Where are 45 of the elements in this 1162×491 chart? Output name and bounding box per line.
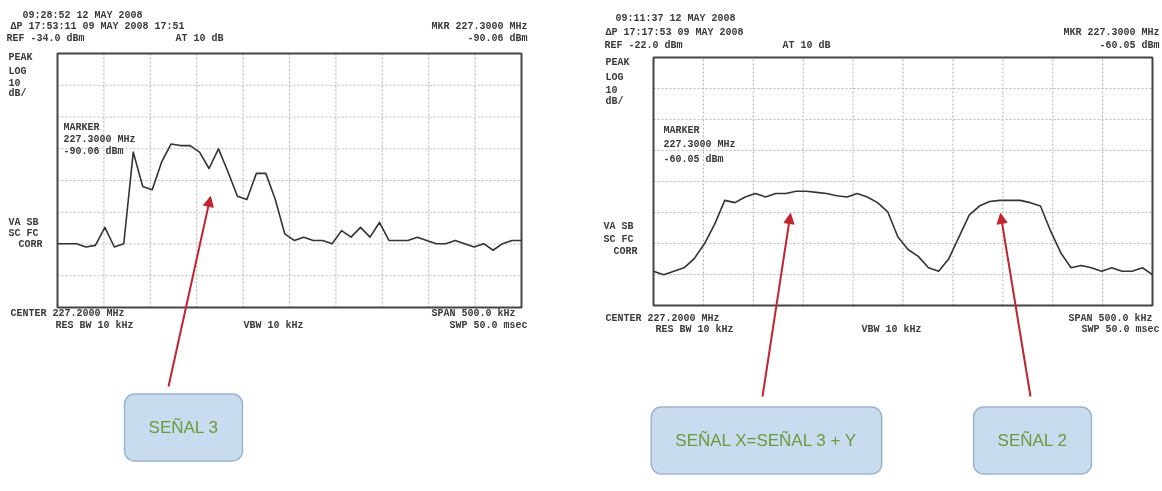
text: RES BW 10 kHz: [55, 320, 134, 331]
text: AT 10 dB: [782, 40, 831, 51]
text: SC FC: [8, 228, 39, 239]
text: dB/: [605, 96, 624, 107]
text: 09:28:52 12 MAY 2008: [22, 10, 143, 21]
text: CENTER 227.2000 MHz: [605, 313, 720, 324]
text: PEAK: [605, 57, 630, 68]
text: VBW 10 kHz: [243, 320, 304, 331]
text: MKR 227.3000 MHz: [1063, 27, 1160, 38]
text: MARKER: [63, 122, 100, 133]
text: 227.3000 MHz: [663, 139, 736, 150]
text: -60.05 dBm: [663, 154, 724, 165]
text: SPAN 500.0 kHz: [1068, 313, 1153, 324]
text: CORR: [18, 239, 43, 250]
text: REF -34.0 dBm: [6, 33, 85, 44]
text: SC FC: [603, 234, 634, 245]
text: CORR: [613, 246, 638, 257]
text: MARKER: [663, 125, 700, 136]
annotation: -90.06 dBm: [63, 146, 124, 157]
text: ΔP 17:17:53 09 MAY 2008: [605, 27, 744, 38]
text: 10: [605, 85, 618, 96]
text: -90.06 dBm: [467, 33, 528, 44]
text: VA SB: [8, 217, 39, 228]
text: SEÑAL 3: [148, 418, 218, 437]
text: SWP 50.0 msec: [449, 320, 528, 331]
text: REF -22.0 dBm: [604, 40, 683, 51]
text: 09:11:37 12 MAY 2008: [615, 13, 736, 24]
text: SPAN 500.0 kHz: [431, 308, 516, 319]
text: RES BW 10 kHz: [655, 324, 734, 335]
text: SEÑAL 2: [997, 431, 1067, 450]
text: CENTER 227.2000 MHz: [10, 308, 125, 319]
text: SEÑAL X=SEÑAL 3 + Y: [675, 431, 857, 450]
annotation: 227.3000 MHz: [63, 134, 136, 145]
text: AT 10 dB: [175, 33, 224, 44]
text: 10: [8, 78, 21, 89]
text: ΔP 17:53:11 09 MAY 2008 17:51: [10, 21, 185, 32]
text: LOG: [8, 66, 27, 77]
text: MKR 227.3000 MHz: [431, 21, 528, 32]
text: -60.05 dBm: [1099, 40, 1160, 51]
text: VBW 10 kHz: [861, 324, 922, 335]
text: LOG: [605, 72, 624, 83]
text: dB/: [8, 88, 27, 99]
text: SWP 50.0 msec: [1081, 324, 1160, 335]
text: PEAK: [8, 52, 33, 63]
text: VA SB: [603, 221, 634, 232]
